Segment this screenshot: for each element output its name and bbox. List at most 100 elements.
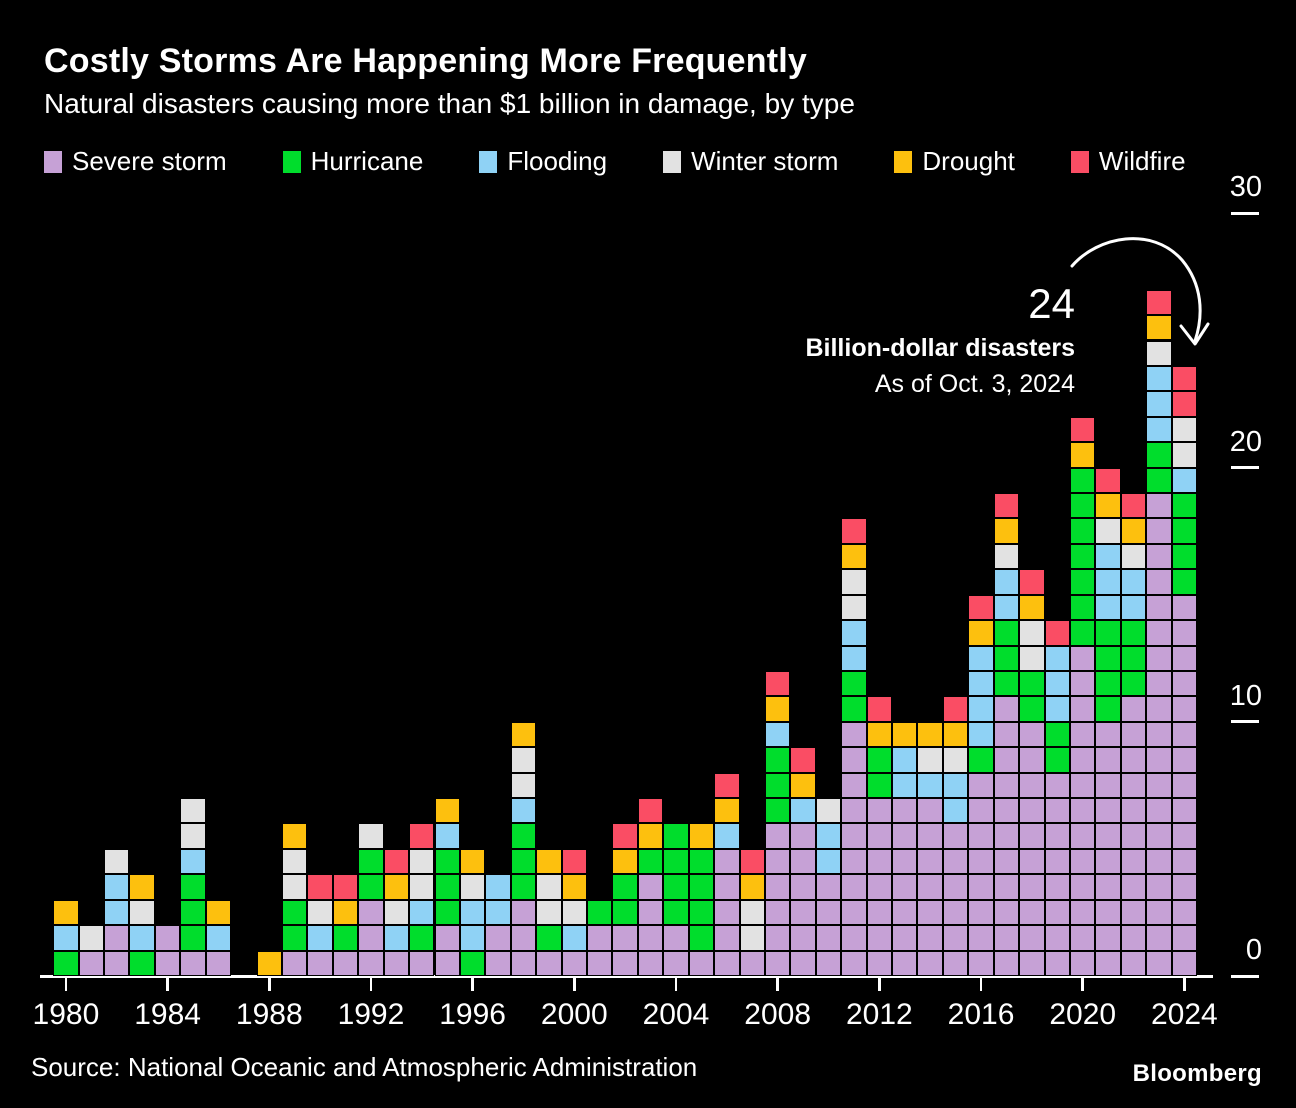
disaster-block-2013-flooding [892,747,918,773]
disaster-block-2018-hurricane [1019,670,1045,697]
disaster-block-2023-severe-storm [1146,569,1172,595]
legend-swatch-icon [663,150,682,173]
disaster-block-2024-wildfire [1171,391,1198,417]
disaster-block-2019-severe-storm [1044,823,1070,849]
disaster-block-2016-hurricane [968,747,994,773]
disaster-block-1989-winter-storm [281,848,308,875]
chart-legend: Severe storm Hurricane Flooding Winter stor… [44,146,1186,177]
x-axis-label-2008: 2008 [744,998,812,1031]
disaster-block-2004-hurricane [663,848,689,875]
disaster-block-2009-severe-storm [790,899,816,926]
disaster-block-2013-severe-storm [892,950,918,976]
disaster-block-2019-hurricane [1044,747,1070,773]
disaster-block-2021-severe-storm [1095,747,1121,773]
disaster-block-2005-hurricane [688,925,715,951]
disaster-block-2021-wildfire [1095,467,1121,493]
disaster-block-2008-drought [764,696,791,722]
disaster-block-2011-wildfire [841,518,867,544]
disaster-block-2019-flooding [1044,670,1070,697]
disaster-block-2021-severe-storm [1095,772,1121,799]
disaster-block-2023-severe-storm [1146,493,1172,519]
disaster-block-2024-hurricane [1171,493,1198,519]
disaster-block-2004-hurricane [663,899,689,926]
disaster-block-1985-hurricane [180,925,206,951]
disaster-block-2007-wildfire [739,848,765,875]
disaster-block-2022-severe-storm [1120,721,1147,748]
legend-swatch-icon [44,150,62,173]
disaster-block-2012-severe-storm [866,950,893,976]
bloomberg-logo: Bloomberg [1132,1060,1262,1087]
disaster-block-2018-severe-storm [1019,899,1045,926]
disaster-block-2020-hurricane [1070,594,1096,621]
disaster-block-2013-severe-storm [892,899,918,926]
disaster-block-2019-wildfire [1044,620,1070,646]
disaster-block-2008-hurricane [764,798,791,824]
disaster-block-2021-hurricane [1095,620,1121,646]
disaster-block-2019-severe-storm [1044,950,1070,976]
x-axis-label-2020: 2020 [1049,998,1117,1031]
disaster-block-2009-severe-storm [790,874,816,900]
disaster-block-2018-severe-storm [1019,925,1045,951]
disaster-block-2021-severe-storm [1095,823,1121,849]
disaster-block-2021-hurricane [1095,645,1121,671]
disaster-block-2024-severe-storm [1171,747,1198,773]
disaster-block-1984-severe-storm [154,950,181,976]
disaster-block-2001-hurricane [587,899,613,926]
disaster-block-2000-wildfire [561,848,587,875]
disaster-block-2024-hurricane [1171,518,1198,544]
disaster-block-1992-hurricane [358,848,384,875]
disaster-block-2011-winter-storm [841,594,867,621]
disaster-block-2020-severe-storm [1070,848,1096,875]
disaster-block-1999-hurricane [536,925,562,951]
disaster-block-2020-severe-storm [1070,925,1096,951]
disaster-block-2017-flooding [993,569,1020,595]
disaster-block-2024-severe-storm [1171,645,1198,671]
disaster-block-2020-severe-storm [1070,950,1096,976]
x-axis-tick [1183,977,1186,991]
disaster-block-1996-drought [459,848,486,875]
disaster-block-2023-severe-storm [1146,543,1172,570]
disaster-block-2014-drought [917,721,943,748]
disaster-block-2021-severe-storm [1095,874,1121,900]
source-credit: Source: National Oceanic and Atmospheric… [31,1052,698,1082]
disaster-block-2009-severe-storm [790,848,816,875]
disaster-block-2012-severe-storm [866,925,893,951]
x-axis-tick [64,977,68,991]
disaster-block-2024-flooding [1171,467,1198,493]
disaster-block-2016-severe-storm [968,925,994,951]
disaster-block-2003-wildfire [637,798,664,824]
disaster-block-2023-severe-storm [1146,950,1172,976]
disaster-block-2023-severe-storm [1146,594,1172,621]
disaster-block-2021-flooding [1095,569,1121,595]
disaster-block-1989-hurricane [281,925,308,951]
disaster-block-1995-drought [434,798,460,824]
disaster-block-2009-drought [790,772,816,799]
disaster-block-2016-severe-storm [968,772,994,799]
disaster-block-2019-severe-storm [1044,798,1070,824]
disaster-block-2023-wildfire [1146,289,1172,316]
disaster-block-2002-hurricane [612,874,638,900]
disaster-block-2022-hurricane [1120,670,1147,697]
disaster-block-2010-winter-storm [815,798,842,824]
disaster-block-2003-drought [637,823,664,849]
disaster-block-1999-severe-storm [536,950,562,976]
x-axis-label-1980: 1980 [32,998,100,1031]
disaster-block-2014-severe-storm [917,848,943,875]
disaster-block-2021-winter-storm [1095,518,1121,544]
disaster-block-1989-winter-storm [281,874,308,900]
disaster-block-2020-severe-storm [1070,899,1096,926]
disaster-block-2010-severe-storm [815,899,842,926]
disaster-block-1994-wildfire [409,823,435,849]
disaster-block-2008-severe-storm [764,950,791,976]
disaster-block-1980-drought [53,899,79,926]
disaster-block-2011-severe-storm [841,899,867,926]
y-axis-tick [1231,211,1259,215]
disaster-block-1997-severe-storm [485,925,511,951]
disaster-block-2022-severe-storm [1120,696,1147,722]
disaster-block-2009-wildfire [790,747,816,773]
disaster-block-2008-flooding [764,721,791,748]
disaster-block-2022-severe-storm [1120,950,1147,976]
disaster-block-2023-winter-storm [1146,340,1172,366]
disaster-block-2020-hurricane [1070,569,1096,595]
disaster-block-2018-severe-storm [1019,747,1045,773]
